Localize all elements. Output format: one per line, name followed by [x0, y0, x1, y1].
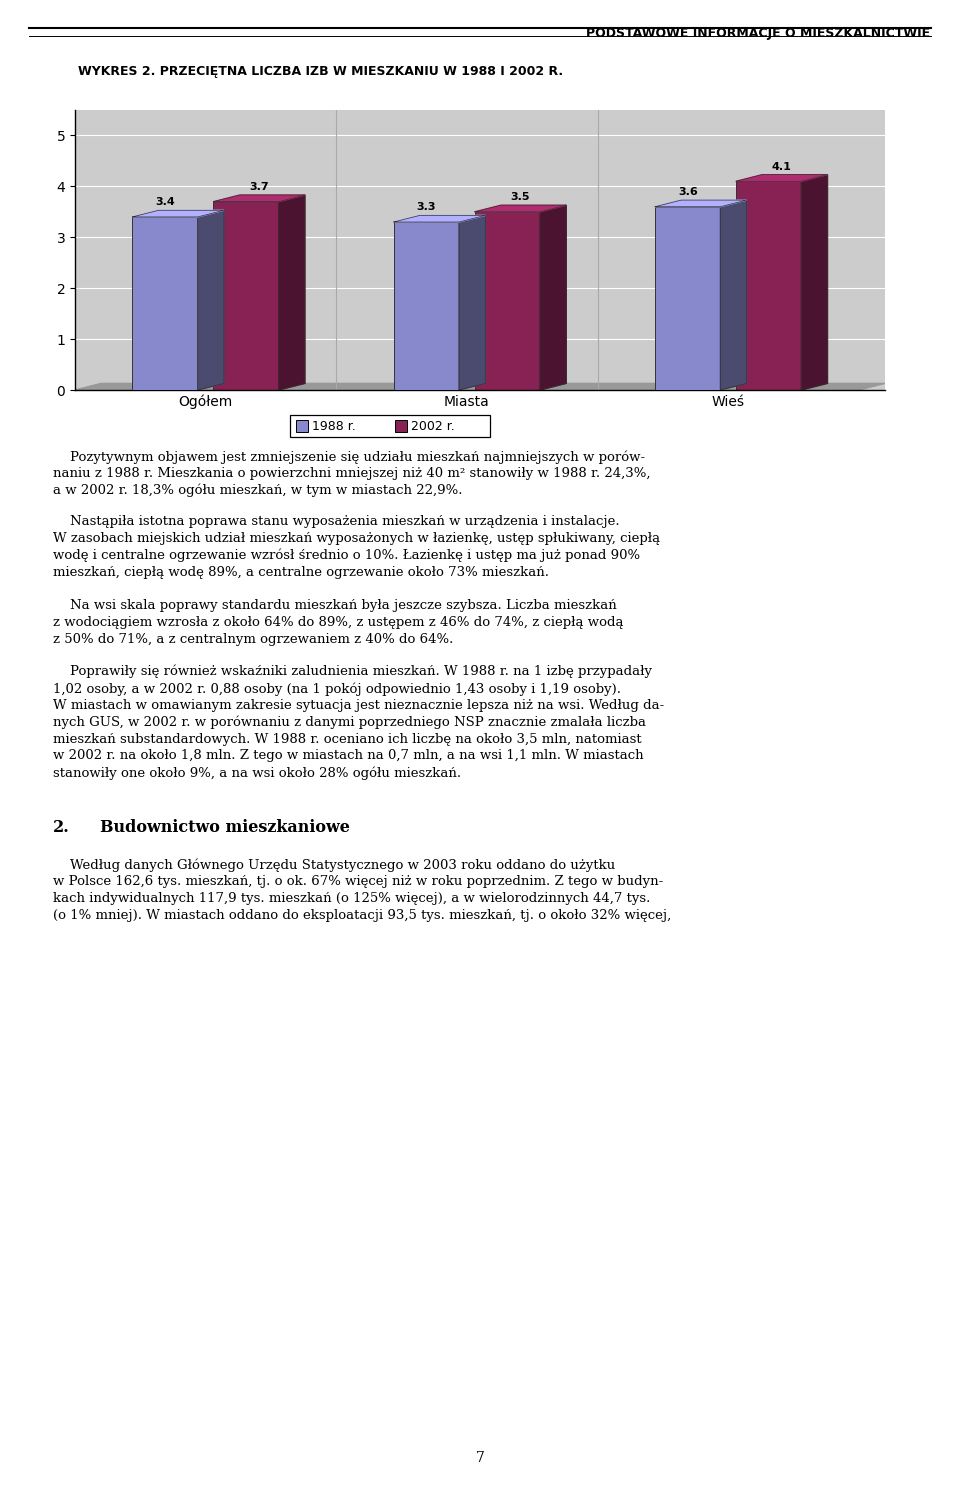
Text: 3.4: 3.4 [156, 198, 175, 207]
Bar [296, 421, 308, 432]
Text: Nastąpiła istotna poprawa stanu wyposażenia mieszkań w urządzenia i instalacje.
: Nastąpiła istotna poprawa stanu wyposaże… [53, 516, 660, 578]
Bar [655, 207, 720, 389]
Polygon shape [213, 195, 305, 202]
Text: 7: 7 [475, 1450, 485, 1465]
Text: 3.6: 3.6 [678, 187, 698, 198]
Polygon shape [655, 201, 747, 207]
Bar [475, 212, 540, 389]
Text: 3.7: 3.7 [250, 181, 269, 192]
FancyBboxPatch shape [290, 415, 490, 437]
Text: 3.5: 3.5 [511, 192, 530, 202]
Bar [736, 181, 802, 389]
Text: Budownictwo mieszkaniowe: Budownictwo mieszkaniowe [100, 819, 349, 835]
Text: 1988 r.: 1988 r. [312, 419, 356, 432]
Bar [395, 421, 407, 432]
Polygon shape [459, 215, 485, 389]
Text: 2002 r.: 2002 r. [411, 419, 455, 432]
Text: Poprawiły się również wskaźniki zaludnienia mieszkań. W 1988 r. na 1 izbę przypa: Poprawiły się również wskaźniki zaludnie… [53, 666, 664, 780]
Text: 4.1: 4.1 [772, 162, 792, 171]
Polygon shape [75, 383, 885, 389]
Bar [132, 217, 198, 389]
Polygon shape [394, 215, 485, 221]
Text: Pozytywnym objawem jest zmniejszenie się udziału mieszkań najmniejszych w porów-: Pozytywnym objawem jest zmniejszenie się… [53, 450, 651, 498]
Text: 2.: 2. [53, 819, 70, 835]
Text: PODSTAWOWE INFORMACJE O MIESZKALNICTWIE: PODSTAWOWE INFORMACJE O MIESZKALNICTWIE [586, 27, 930, 40]
Polygon shape [736, 175, 828, 181]
Polygon shape [198, 211, 224, 389]
Text: Na wsi skala poprawy standardu mieszkań była jeszcze szybsza. Liczba mieszkań
z : Na wsi skala poprawy standardu mieszkań … [53, 599, 623, 645]
Text: Według danych Głównego Urzędu Statystycznego w 2003 roku oddano do użytku
w Pols: Według danych Głównego Urzędu Statystycz… [53, 859, 671, 921]
Polygon shape [802, 175, 828, 389]
Text: 3.3: 3.3 [417, 202, 436, 212]
Polygon shape [540, 205, 566, 389]
Polygon shape [475, 205, 566, 212]
Bar [394, 221, 459, 389]
Polygon shape [132, 211, 224, 217]
Text: WYKRES 2. PRZECIĘTNA LICZBA IZB W MIESZKANIU W 1988 I 2002 R.: WYKRES 2. PRZECIĘTNA LICZBA IZB W MIESZK… [78, 65, 564, 79]
Bar [213, 202, 278, 389]
Polygon shape [720, 201, 747, 389]
Polygon shape [278, 195, 305, 389]
